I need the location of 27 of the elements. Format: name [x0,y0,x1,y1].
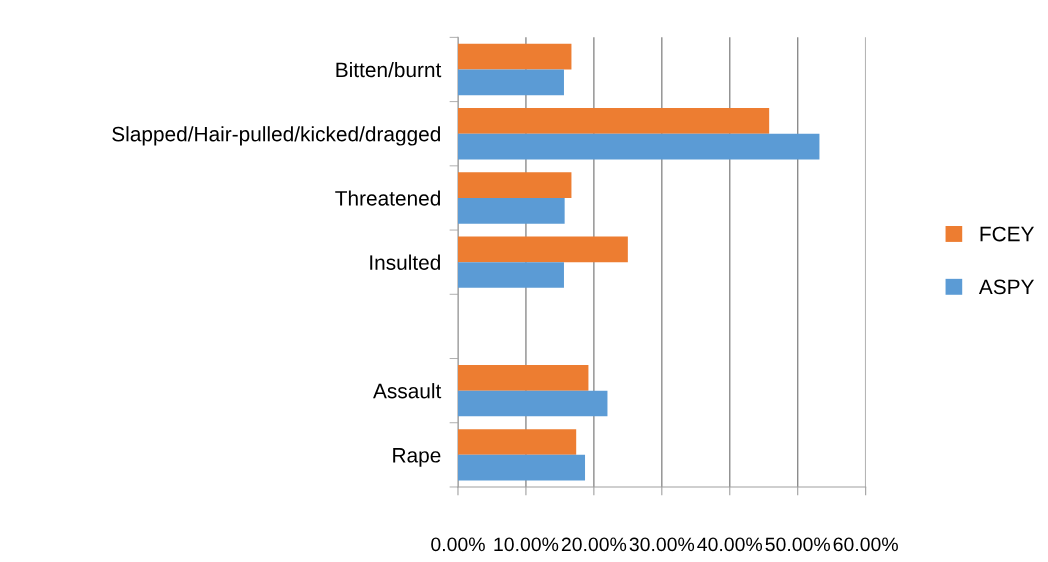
x-tick-label: 50.00% [765,537,830,552]
bar [457,172,572,198]
y-tick-label: Insulted [370,254,440,270]
bar [457,69,564,96]
bar [457,108,770,134]
bar [457,43,572,70]
y-tick-label: Threatened [335,190,440,206]
x-tick-label: 10.00% [494,537,559,552]
bar [457,236,628,263]
bar [457,262,564,288]
y-tick-label: Bitten/burnt [336,61,442,78]
x-tick-label: 20.00% [561,537,627,552]
bar [457,133,820,160]
y-tick-label: Rape [393,448,441,467]
x-tick-label: 30.00% [629,537,695,552]
y-tick-label: Slapped/Hair-pulled/kicked/dragged [112,126,440,146]
bar [457,364,589,391]
x-tick-label: 60.00% [833,537,898,552]
y-tick-label: Assault [373,383,442,399]
bar [457,454,586,481]
bar [457,197,565,224]
x-tick-label: 40.00% [697,537,763,552]
bar [457,429,577,455]
bar [457,390,608,417]
x-tick-label: 0.00% [431,537,485,552]
legend-label: ASPY [978,279,1035,295]
legend-label: FCEY [980,226,1034,242]
